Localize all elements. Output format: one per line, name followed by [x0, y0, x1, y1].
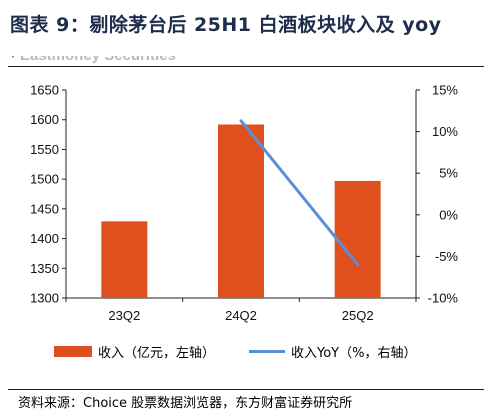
y-left-tick-label: 1650: [30, 83, 59, 98]
y-left-tick-label: 1550: [30, 142, 59, 157]
legend-label-yoy: 收入YoY（%，右轴）: [291, 346, 417, 361]
x-tick-label: 24Q2: [225, 308, 257, 323]
legend: 收入（亿元，左轴） 收入YoY（%，右轴）: [54, 342, 450, 361]
y-right-tick-label: -5%: [435, 249, 459, 264]
watermark: ▼ Eastmoney Securities: [8, 56, 248, 68]
y-left-tick-label: 1450: [30, 201, 59, 216]
legend-swatch-line: [249, 350, 286, 353]
watermark-logo-icon: ▼: [8, 56, 18, 61]
watermark-text: Eastmoney Securities: [20, 56, 176, 64]
top-rule: [8, 66, 484, 67]
bottom-rule: [8, 389, 484, 390]
bar: [101, 221, 148, 298]
y-left-tick-label: 1350: [30, 261, 59, 276]
x-tick-label: 23Q2: [108, 308, 140, 323]
y-left-tick-label: 1600: [30, 112, 59, 127]
y-right-tick-label: 5%: [439, 166, 458, 181]
y-right-tick-label: -10%: [428, 291, 459, 306]
legend-label-revenue: 收入（亿元，左轴）: [98, 346, 216, 361]
legend-item-yoy: 收入YoY（%，右轴）: [249, 342, 416, 361]
yoy-line: [239, 119, 360, 267]
y-left-tick-label: 1400: [30, 231, 59, 246]
legend-item-revenue: 收入（亿元，左轴）: [54, 342, 215, 361]
source-note: 资料来源：Choice 股票数据浏览器，东方财富证券研究所: [18, 396, 353, 411]
y-left-tick-label: 1300: [30, 291, 59, 306]
legend-swatch-bar: [54, 346, 92, 357]
y-right-tick-label: 15%: [432, 83, 458, 98]
figure-title: 图表 9：剔除茅台后 25H1 白酒板块收入及 yoy: [10, 14, 442, 36]
y-left-tick-label: 1500: [30, 172, 59, 187]
x-tick-label: 25Q2: [342, 308, 374, 323]
bar: [334, 180, 381, 298]
y-right-tick-label: 10%: [432, 124, 458, 139]
bar: [218, 124, 264, 299]
y-right-tick-label: 0%: [439, 207, 458, 222]
